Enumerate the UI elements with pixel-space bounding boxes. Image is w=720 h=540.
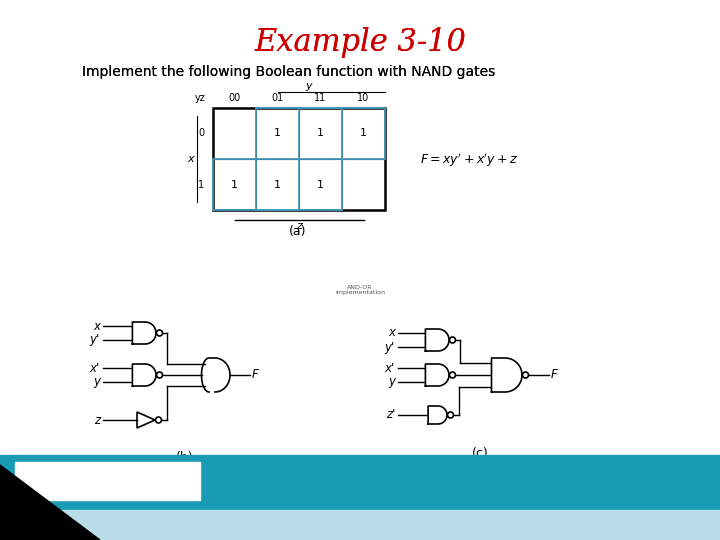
Polygon shape	[0, 455, 720, 540]
Text: 1: 1	[198, 179, 204, 190]
Polygon shape	[202, 358, 230, 392]
Text: Example 3-10: Example 3-10	[254, 26, 466, 57]
Text: 1: 1	[360, 129, 367, 138]
Text: F: F	[551, 368, 557, 381]
Text: 1: 1	[274, 129, 281, 138]
Text: y': y'	[90, 334, 100, 347]
Bar	[256, 108, 342, 210]
Text: 5: 5	[696, 516, 706, 530]
Text: Example 3-10: Example 3-10	[254, 26, 466, 57]
Text: z: z	[296, 221, 302, 231]
Text: z': z'	[386, 408, 395, 422]
Text: Implement the following Boolean function with NAND gates: Implement the following Boolean function…	[82, 65, 495, 79]
Circle shape	[156, 330, 163, 336]
Text: (c): (c)	[472, 447, 488, 460]
Polygon shape	[0, 510, 720, 540]
Polygon shape	[137, 412, 155, 428]
Text: 1: 1	[317, 179, 324, 190]
Bar	[299, 108, 385, 159]
Text: y: y	[306, 81, 312, 91]
Polygon shape	[132, 322, 156, 344]
Circle shape	[156, 417, 161, 423]
Text: y: y	[388, 375, 395, 388]
Text: y: y	[93, 375, 100, 388]
Polygon shape	[492, 358, 522, 392]
Text: F: F	[252, 368, 258, 381]
Polygon shape	[15, 462, 200, 500]
Polygon shape	[0, 465, 100, 540]
Polygon shape	[0, 460, 90, 540]
Polygon shape	[426, 329, 449, 351]
Text: AND-OR
implementation: AND-OR implementation	[335, 285, 385, 295]
Polygon shape	[15, 455, 720, 462]
Bar	[213, 108, 385, 210]
Text: Fig. 3-21  Solution to Example 3-10: Fig. 3-21 Solution to Example 3-10	[269, 493, 451, 503]
Circle shape	[449, 372, 456, 378]
Text: x': x'	[90, 361, 100, 375]
Circle shape	[156, 372, 163, 378]
Text: 1: 1	[231, 179, 238, 190]
Text: 1: 1	[317, 129, 324, 138]
Circle shape	[523, 372, 528, 378]
Text: (b): (b)	[176, 450, 194, 463]
Text: $F = xy' + x'y + z$: $F = xy' + x'y + z$	[420, 151, 518, 168]
Text: 10: 10	[357, 93, 369, 103]
Text: 01: 01	[271, 93, 284, 103]
Text: x': x'	[384, 361, 395, 375]
Polygon shape	[132, 364, 156, 386]
Text: x: x	[388, 327, 395, 340]
Polygon shape	[428, 406, 447, 424]
Text: x: x	[188, 154, 194, 164]
Circle shape	[449, 337, 456, 343]
Bar	[213, 159, 299, 210]
Text: z: z	[94, 414, 100, 427]
Text: 11: 11	[315, 93, 327, 103]
Text: 0: 0	[198, 129, 204, 138]
Text: (a): (a)	[289, 226, 307, 239]
Text: y': y'	[384, 341, 395, 354]
Text: x: x	[93, 320, 100, 333]
Text: yz: yz	[194, 93, 205, 103]
Text: 00: 00	[228, 93, 240, 103]
Polygon shape	[426, 364, 449, 386]
Text: 1: 1	[274, 179, 281, 190]
Text: Implement the following Boolean function with NAND gates: Implement the following Boolean function…	[82, 65, 495, 79]
Circle shape	[448, 412, 454, 418]
